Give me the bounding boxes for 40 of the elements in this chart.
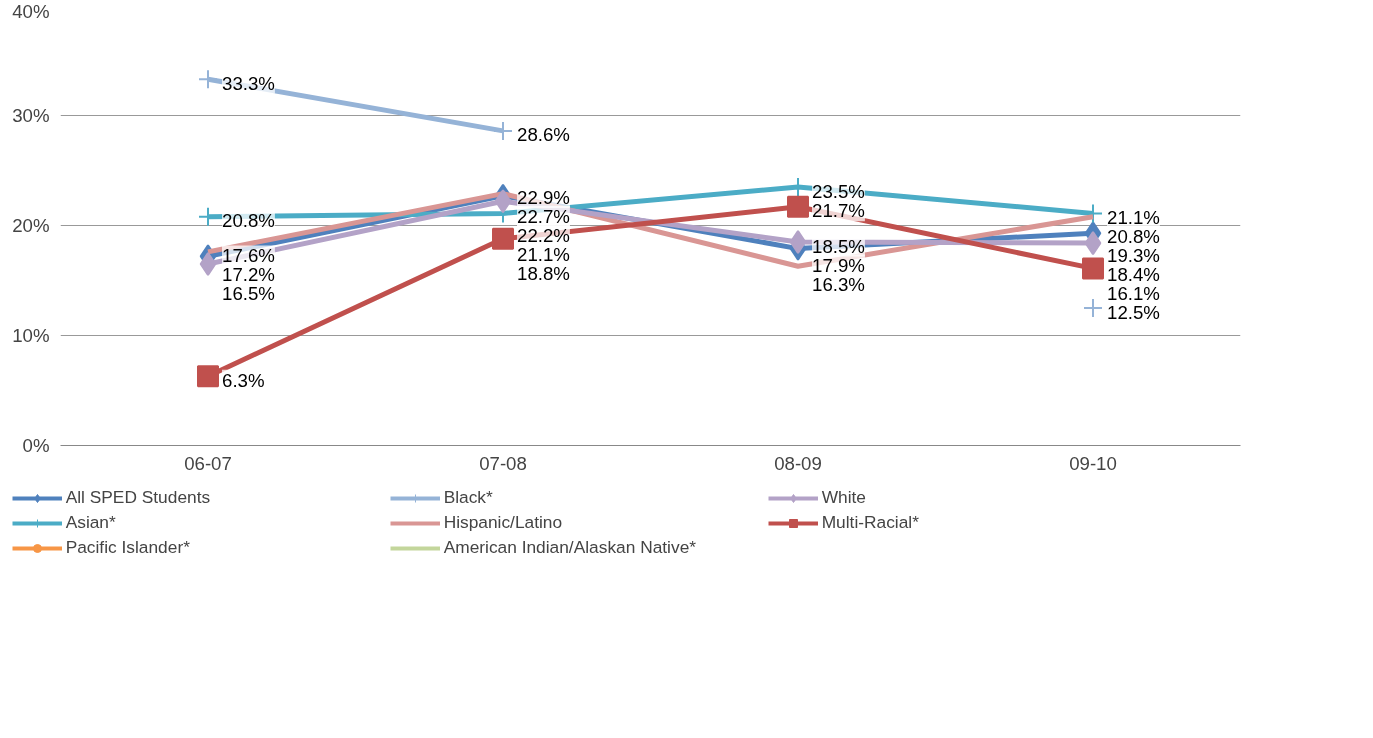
legend-label: Hispanic/Latino xyxy=(443,512,564,533)
data-label: 17.9% xyxy=(812,254,865,276)
x-tick-label: 06-07 xyxy=(184,452,232,474)
y-tick-label: 40% xyxy=(12,0,50,22)
data-label: 18.8% xyxy=(517,263,570,285)
data-label: 21.1% xyxy=(1107,206,1160,228)
x-tick-label: 08-09 xyxy=(774,452,822,474)
data-label: 18.4% xyxy=(1107,263,1160,285)
data-label: 18.5% xyxy=(812,235,865,257)
data-label: 22.2% xyxy=(517,225,570,247)
data-label: 33.3% xyxy=(222,72,275,94)
x-tick-label: 07-08 xyxy=(479,452,527,474)
y-tick-label: 0% xyxy=(22,435,50,456)
legend-label: Asian* xyxy=(65,512,117,533)
legend-label: White xyxy=(821,487,867,508)
data-label: 28.6% xyxy=(517,124,570,146)
legend-label: All SPED Students xyxy=(65,487,212,508)
data-label: 12.5% xyxy=(1107,301,1160,323)
data-label: 21.7% xyxy=(812,200,865,222)
data-label: 22.7% xyxy=(517,206,570,228)
data-label: 19.3% xyxy=(1107,244,1160,266)
data-label: 20.8% xyxy=(1107,225,1160,247)
data-label: 23.5% xyxy=(812,180,865,202)
data-label: 17.2% xyxy=(222,264,275,286)
y-tick-label: 30% xyxy=(12,105,50,126)
data-label: 6.3% xyxy=(222,369,265,391)
x-tick-label: 09-10 xyxy=(1069,452,1117,474)
y-tick-label: 20% xyxy=(12,215,50,236)
data-label: 22.9% xyxy=(517,187,570,209)
data-label: 21.1% xyxy=(517,244,570,266)
legend-label: Multi-Racial* xyxy=(821,512,920,533)
data-label: 16.3% xyxy=(812,273,865,295)
data-label: 16.5% xyxy=(222,283,275,305)
data-label: 17.6% xyxy=(222,245,275,267)
legend-label: Pacific Islander* xyxy=(65,537,191,558)
y-tick-label: 10% xyxy=(12,325,50,346)
data-label: 16.1% xyxy=(1107,282,1160,304)
data-label: 20.8% xyxy=(222,210,275,232)
legend-label: Black* xyxy=(443,487,494,508)
legend-label: American Indian/Alaskan Native* xyxy=(443,537,697,558)
